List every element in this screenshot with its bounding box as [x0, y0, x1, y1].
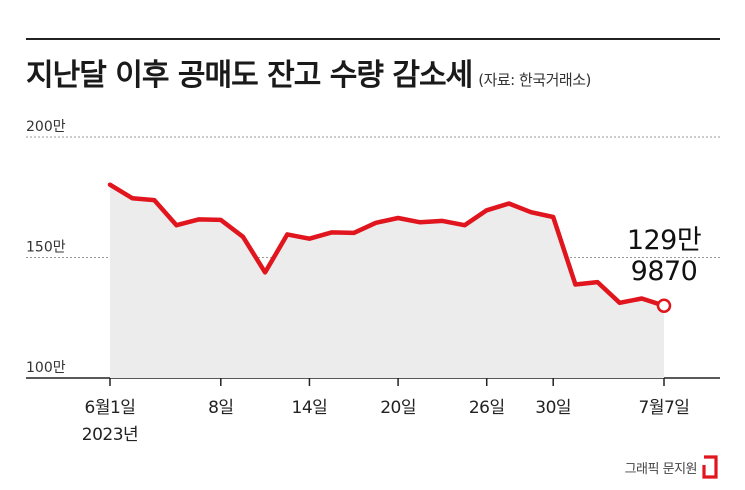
- x-tick-label: 14일: [292, 398, 328, 418]
- x-tick-sublabel: 2023년: [82, 425, 138, 445]
- x-tick-label: 20일: [380, 398, 416, 418]
- x-tick-label: 7월7일: [639, 398, 690, 418]
- x-tick-label: 26일: [469, 398, 505, 418]
- last-value-label: 9870: [631, 256, 698, 287]
- x-tick-label: 30일: [535, 398, 571, 418]
- last-value-label: 129만: [627, 225, 701, 256]
- graphic-credit: 그래픽 문지원: [624, 462, 698, 477]
- last-data-point: [656, 298, 672, 313]
- series-line: [107, 182, 667, 308]
- x-tick-label: 8일: [208, 398, 233, 418]
- chart-title: 지난달 이후 공매도 잔고 수량 감소세 (자료: 한국거래소): [26, 58, 591, 93]
- publisher-logo-icon: [702, 455, 718, 479]
- y-tick-label: 150만: [26, 240, 66, 256]
- area-fill: [110, 184, 664, 378]
- x-tick-label: 6월1일: [85, 398, 136, 418]
- source-note: (자료: 한국거래소): [478, 71, 591, 89]
- top-rule: [26, 38, 720, 40]
- y-tick-label: 200만: [26, 119, 66, 135]
- y-tick-label: 100만: [26, 360, 66, 376]
